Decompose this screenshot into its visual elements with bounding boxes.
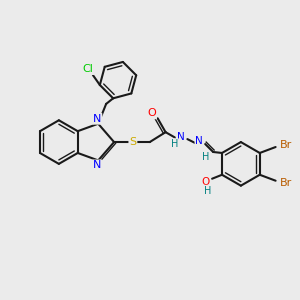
Text: H: H	[204, 186, 212, 196]
Text: O: O	[201, 177, 209, 187]
Text: N: N	[177, 132, 184, 142]
Text: H: H	[171, 139, 178, 149]
Text: N: N	[195, 136, 203, 146]
Text: H: H	[202, 152, 209, 162]
Text: Br: Br	[279, 178, 292, 188]
Text: Br: Br	[279, 140, 292, 150]
Text: N: N	[93, 160, 101, 170]
Text: S: S	[129, 137, 137, 147]
Text: N: N	[93, 114, 101, 124]
Text: O: O	[147, 108, 156, 118]
Text: Cl: Cl	[82, 64, 93, 74]
